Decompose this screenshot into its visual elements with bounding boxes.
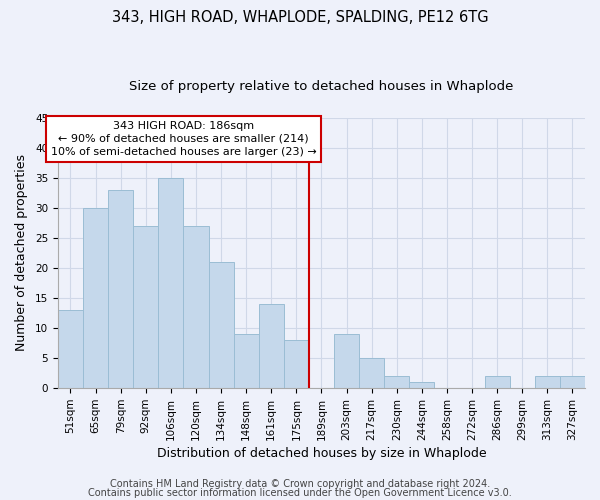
Text: 343 HIGH ROAD: 186sqm
← 90% of detached houses are smaller (214)
10% of semi-det: 343 HIGH ROAD: 186sqm ← 90% of detached …: [50, 121, 316, 157]
Bar: [384, 376, 409, 388]
Bar: [535, 376, 560, 388]
Text: 343, HIGH ROAD, WHAPLODE, SPALDING, PE12 6TG: 343, HIGH ROAD, WHAPLODE, SPALDING, PE12…: [112, 10, 488, 25]
Bar: [259, 304, 284, 388]
Bar: [209, 262, 233, 388]
Y-axis label: Number of detached properties: Number of detached properties: [15, 154, 28, 352]
Bar: [133, 226, 158, 388]
Bar: [108, 190, 133, 388]
Text: Contains HM Land Registry data © Crown copyright and database right 2024.: Contains HM Land Registry data © Crown c…: [110, 479, 490, 489]
Bar: [233, 334, 259, 388]
Bar: [334, 334, 359, 388]
Bar: [485, 376, 510, 388]
Bar: [560, 376, 585, 388]
Bar: [359, 358, 384, 388]
Title: Size of property relative to detached houses in Whaplode: Size of property relative to detached ho…: [129, 80, 514, 93]
Text: Contains public sector information licensed under the Open Government Licence v3: Contains public sector information licen…: [88, 488, 512, 498]
Bar: [83, 208, 108, 388]
Bar: [58, 310, 83, 388]
Bar: [409, 382, 434, 388]
X-axis label: Distribution of detached houses by size in Whaplode: Distribution of detached houses by size …: [157, 447, 486, 460]
Bar: [158, 178, 184, 388]
Bar: [184, 226, 209, 388]
Bar: [284, 340, 309, 388]
